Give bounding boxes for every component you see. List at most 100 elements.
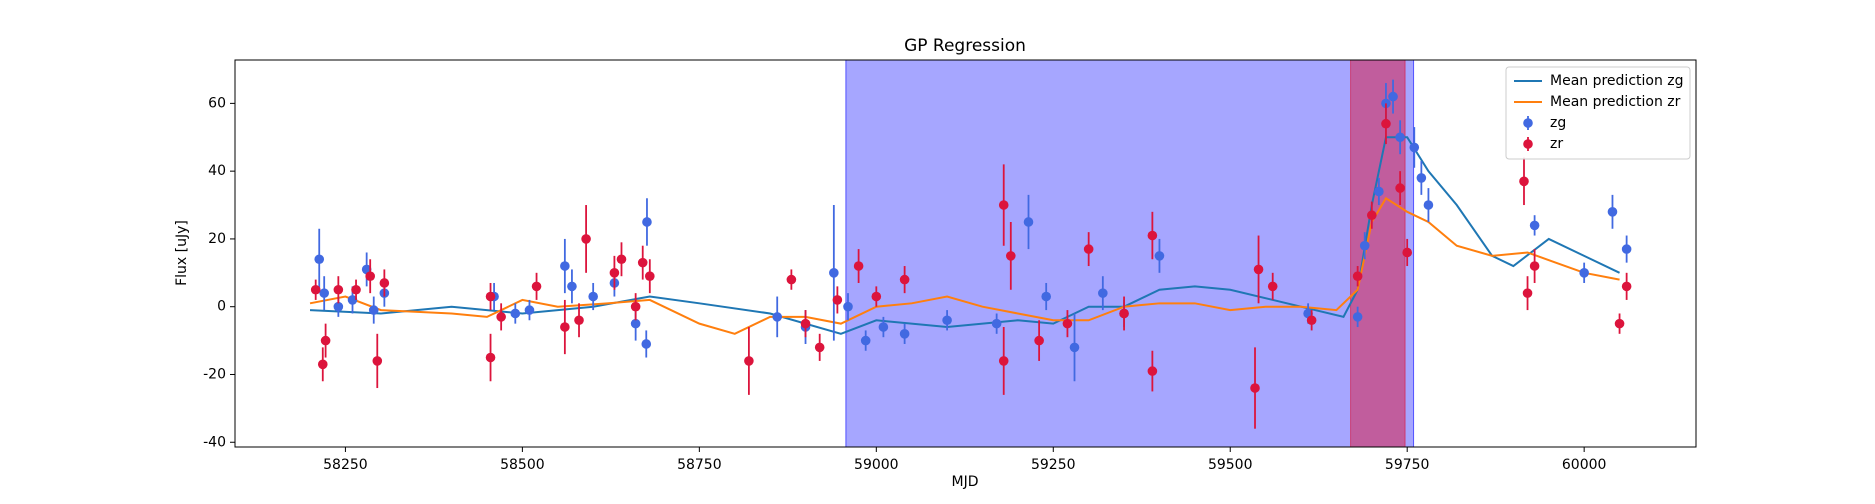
data-point bbox=[317, 359, 328, 370]
data-point bbox=[829, 268, 839, 278]
data-point bbox=[786, 274, 797, 285]
data-point bbox=[1069, 342, 1080, 353]
data-point bbox=[485, 291, 496, 302]
data-point bbox=[1621, 281, 1632, 292]
mean-line bbox=[309, 196, 1620, 335]
y-tick-label: -20 bbox=[203, 366, 226, 382]
data-point bbox=[744, 356, 754, 366]
data-point bbox=[314, 254, 325, 265]
data-point bbox=[1267, 281, 1278, 292]
data-point bbox=[942, 315, 952, 326]
data-point bbox=[832, 295, 843, 305]
data-point bbox=[581, 234, 591, 244]
data-point bbox=[319, 288, 329, 298]
data-point bbox=[333, 284, 344, 295]
data-point bbox=[637, 257, 648, 268]
data-point bbox=[878, 322, 889, 332]
data-point bbox=[1359, 240, 1370, 251]
data-point bbox=[1083, 244, 1094, 254]
legend-label: zg bbox=[1550, 115, 1566, 131]
plot-area bbox=[309, 60, 1632, 447]
data-point bbox=[1119, 308, 1129, 319]
legend-swatch bbox=[1523, 139, 1533, 149]
data-point bbox=[1409, 142, 1420, 153]
shaded-span bbox=[1350, 60, 1406, 447]
legend-box bbox=[1505, 66, 1691, 160]
data-point bbox=[1579, 268, 1589, 278]
data-point bbox=[991, 318, 1002, 329]
data-point bbox=[560, 261, 570, 271]
data-point bbox=[1306, 315, 1317, 326]
data-point bbox=[1154, 251, 1165, 261]
data-point bbox=[1529, 220, 1540, 231]
data-point bbox=[1352, 312, 1363, 322]
data-point bbox=[524, 305, 535, 315]
data-point bbox=[853, 261, 864, 271]
data-point bbox=[616, 254, 627, 265]
data-point bbox=[1607, 207, 1618, 217]
data-point bbox=[588, 291, 598, 302]
data-point bbox=[574, 315, 584, 326]
data-point bbox=[800, 318, 811, 329]
y-tick-label: 60 bbox=[208, 95, 226, 111]
data-point bbox=[1621, 244, 1632, 254]
x-tick-label: 60000 bbox=[1562, 457, 1607, 473]
data-point bbox=[1147, 230, 1158, 241]
data-point bbox=[1381, 98, 1391, 109]
x-tick-label: 59250 bbox=[1031, 457, 1076, 473]
mean-line bbox=[309, 136, 1620, 335]
data-point bbox=[899, 329, 910, 339]
data-point bbox=[485, 352, 496, 363]
data-point bbox=[1395, 183, 1405, 193]
data-point bbox=[1352, 271, 1363, 282]
data-point bbox=[351, 284, 361, 295]
data-point bbox=[379, 278, 390, 288]
data-point bbox=[860, 335, 871, 346]
axes-frame bbox=[234, 59, 1697, 448]
legend-swatch bbox=[1523, 118, 1533, 128]
data-point bbox=[1253, 264, 1264, 275]
data-point bbox=[496, 312, 506, 322]
data-point bbox=[1522, 288, 1533, 298]
data-point bbox=[899, 274, 910, 285]
data-point bbox=[372, 356, 383, 366]
x-tick-label: 59500 bbox=[1208, 457, 1253, 473]
data-point bbox=[1250, 383, 1260, 393]
data-point bbox=[333, 301, 344, 312]
x-tick-label: 59750 bbox=[1385, 457, 1430, 473]
data-point bbox=[347, 295, 358, 305]
y-tick-label: 40 bbox=[208, 163, 226, 179]
data-point bbox=[814, 342, 825, 353]
data-point bbox=[1519, 176, 1529, 187]
data-point bbox=[1006, 251, 1016, 261]
shaded-span bbox=[845, 60, 1415, 447]
data-point bbox=[609, 268, 620, 278]
data-point bbox=[1529, 261, 1540, 271]
data-point bbox=[998, 200, 1009, 210]
data-point bbox=[510, 308, 521, 319]
data-point bbox=[1034, 335, 1044, 346]
data-point bbox=[871, 291, 882, 302]
data-point bbox=[365, 271, 375, 282]
data-point bbox=[1416, 173, 1427, 183]
data-point bbox=[644, 271, 655, 282]
legend-label: Mean prediction zr bbox=[1550, 94, 1681, 110]
x-tick-label: 58750 bbox=[677, 457, 722, 473]
data-point bbox=[1023, 217, 1034, 227]
data-point bbox=[998, 356, 1009, 366]
data-point bbox=[1423, 200, 1434, 210]
data-point bbox=[1367, 210, 1377, 221]
legend-label: Mean prediction zg bbox=[1550, 73, 1684, 89]
data-point bbox=[531, 281, 542, 292]
data-point bbox=[1147, 366, 1158, 376]
data-point bbox=[1614, 318, 1625, 329]
data-point bbox=[772, 312, 783, 322]
x-tick-label: 58500 bbox=[500, 457, 545, 473]
chart-title: GP Regression bbox=[904, 36, 1026, 56]
data-point bbox=[642, 217, 652, 227]
data-point bbox=[1381, 118, 1391, 129]
x-tick-label: 59000 bbox=[854, 457, 899, 473]
data-point bbox=[1098, 288, 1108, 298]
data-point bbox=[560, 322, 570, 332]
